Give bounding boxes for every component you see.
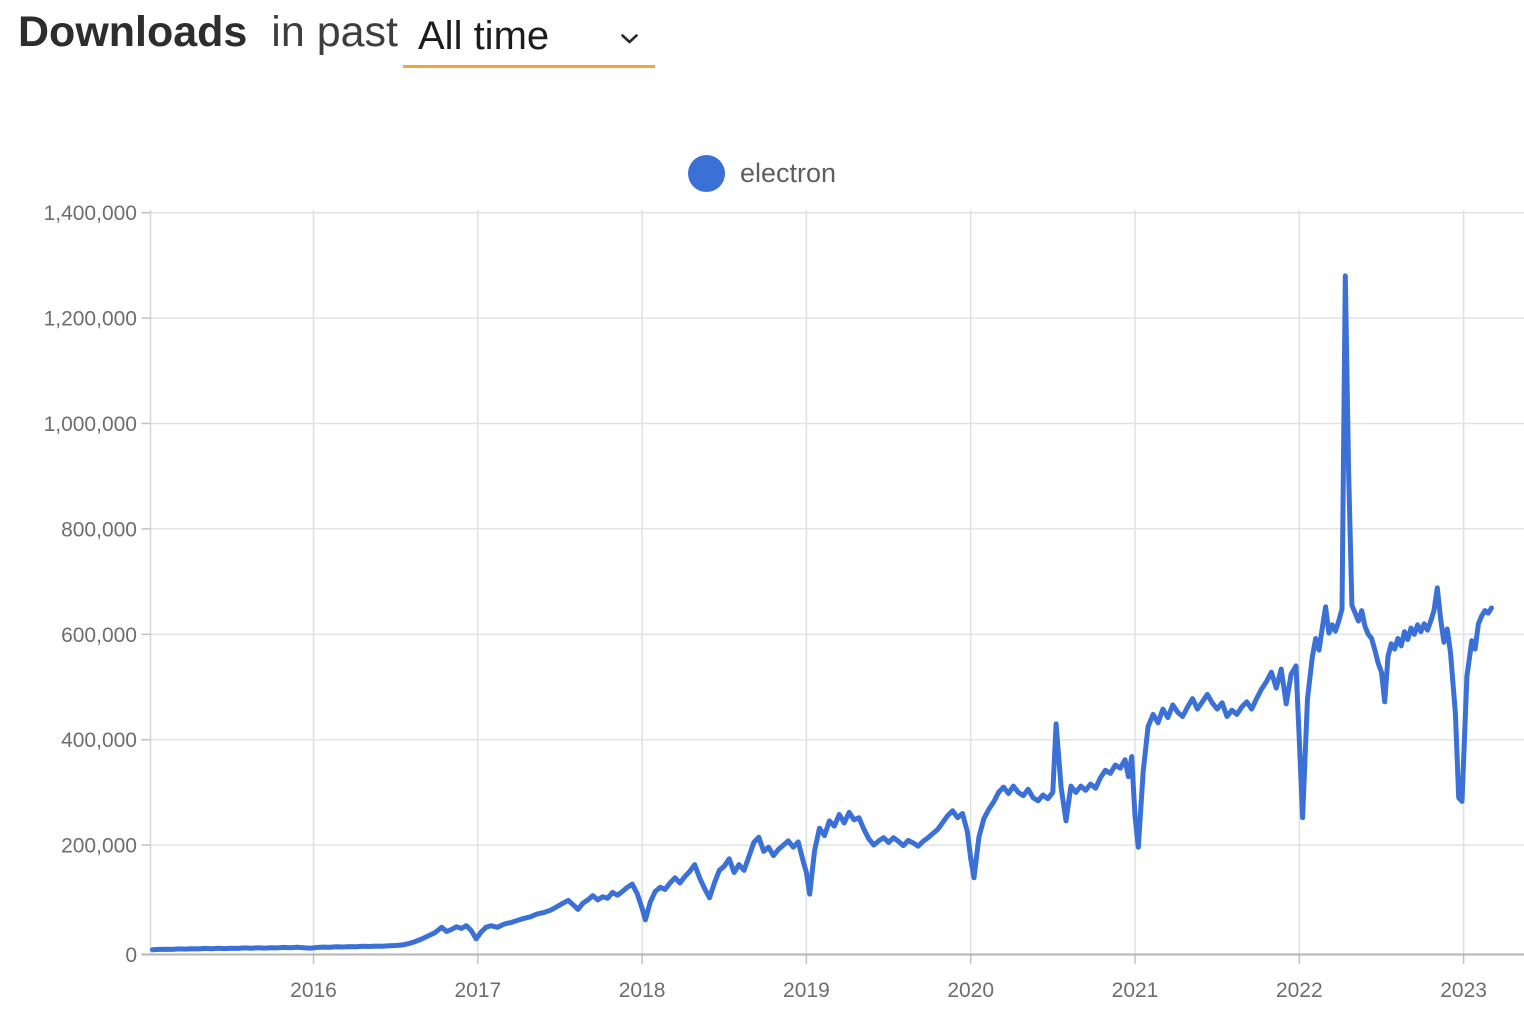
y-axis-tick-label: 1,200,000 <box>44 308 137 331</box>
page-title: Downloads in past <box>18 6 398 60</box>
x-axis-tick-label: 2017 <box>454 979 501 1002</box>
y-axis-tick-label: 400,000 <box>61 729 137 752</box>
y-axis-tick-label: 200,000 <box>61 835 137 858</box>
legend-marker <box>687 155 725 192</box>
time-range-dropdown[interactable]: All time <box>403 8 655 68</box>
title-downloads: Downloads <box>18 8 248 56</box>
y-axis-tick-label: 800,000 <box>61 518 137 541</box>
x-axis-tick-label: 2022 <box>1276 979 1323 1002</box>
y-axis-tick-label: 0 <box>125 944 137 967</box>
x-axis-tick-label: 2018 <box>619 979 666 1002</box>
y-axis-tick-label: 600,000 <box>61 624 137 647</box>
y-axis-tick-label: 1,400,000 <box>44 202 137 225</box>
legend[interactable]: electron <box>0 155 1524 192</box>
time-range-value: All time <box>418 14 550 58</box>
x-axis-tick-label: 2019 <box>783 979 830 1002</box>
x-axis-tick-label: 2016 <box>290 979 337 1002</box>
chevron-down-icon <box>620 32 639 50</box>
y-axis-tick-label: 1,000,000 <box>44 413 137 436</box>
x-axis-tick-label: 2020 <box>947 979 994 1002</box>
x-axis-tick-label: 2023 <box>1440 979 1487 1002</box>
legend-series-label: electron <box>739 158 837 188</box>
x-axis-tick-label: 2021 <box>1112 979 1159 1002</box>
title-in-past: in past <box>271 8 398 56</box>
